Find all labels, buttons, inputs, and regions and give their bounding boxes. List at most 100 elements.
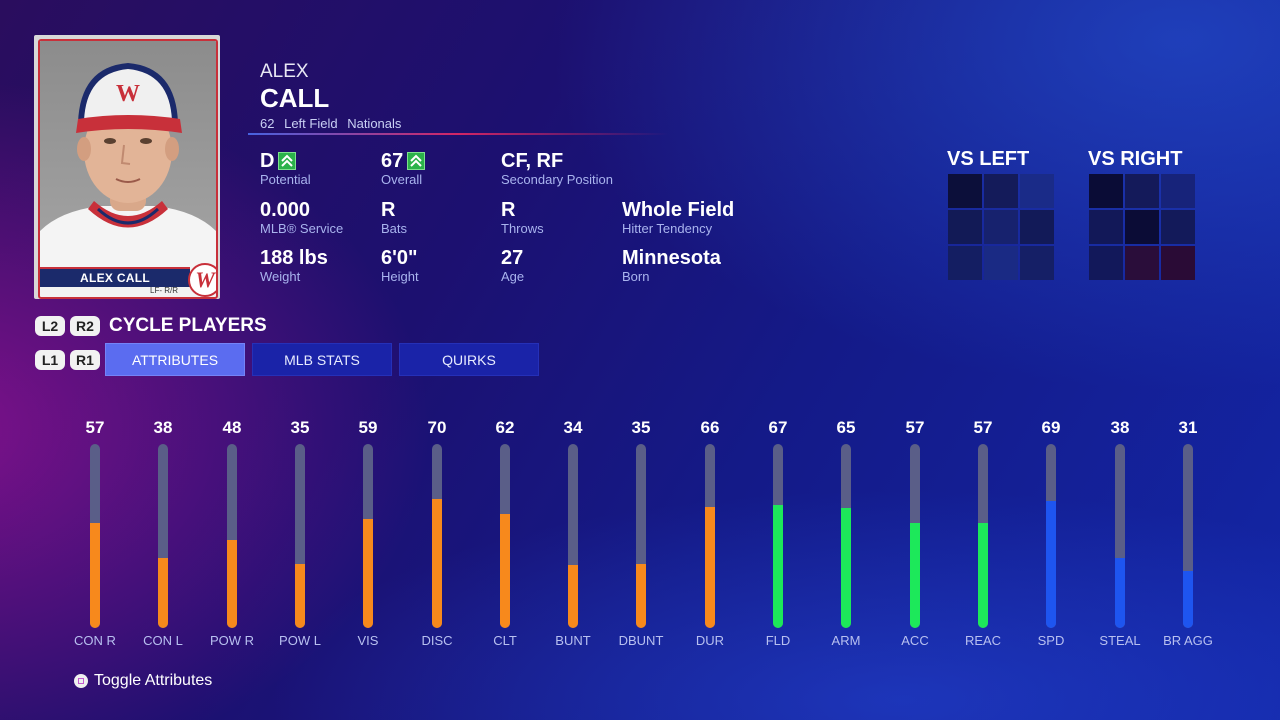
info-label: Weight <box>260 269 301 284</box>
attribute-track <box>705 444 715 628</box>
attribute-value: 35 <box>631 418 651 437</box>
attribute-value: 38 <box>153 418 173 437</box>
toggle-attributes-label: Toggle Attributes <box>94 672 213 689</box>
attribute-bar: 57 CON R <box>65 418 125 658</box>
info-value-text: 6'0" <box>381 247 418 269</box>
info-item: D Potential <box>260 150 311 187</box>
zone-cell <box>948 174 982 208</box>
l1-button[interactable]: L1 <box>35 350 65 370</box>
r2-button[interactable]: R2 <box>70 316 100 336</box>
info-value: 67 <box>381 150 426 172</box>
vs-left-title: VS LEFT <box>947 148 1030 170</box>
attribute-bar: 59 VIS <box>338 418 398 658</box>
attribute-bar: 48 POW R <box>202 418 262 658</box>
attribute-track <box>773 444 783 628</box>
zone-cell <box>1125 246 1159 280</box>
vs-right-title: VS RIGHT <box>1088 148 1183 170</box>
attribute-fill <box>1115 558 1125 628</box>
attribute-fill <box>978 523 988 628</box>
attribute-label: ACC <box>901 633 929 648</box>
attribute-label: CON R <box>74 633 116 648</box>
vs-right-zone-grid <box>1088 173 1196 281</box>
info-value-text: R <box>501 199 516 221</box>
attribute-value: 31 <box>1178 418 1198 437</box>
info-label: MLB® Service <box>260 221 344 236</box>
zone-cell <box>1020 174 1054 208</box>
player-portrait-image: W <box>40 63 216 269</box>
zone-cell <box>1089 210 1123 244</box>
attribute-track <box>1183 444 1193 628</box>
attribute-fill <box>705 507 715 628</box>
attribute-track <box>227 444 237 628</box>
zone-cell <box>1089 246 1123 280</box>
player-card: W ALEX CALL LF- R/R W <box>34 35 220 299</box>
zone-cell <box>984 174 1018 208</box>
square-button-icon <box>74 674 88 688</box>
attribute-bar: 35 DBUNT <box>611 418 671 658</box>
zone-cell <box>1125 210 1159 244</box>
info-value-text: 0.000 <box>260 199 311 221</box>
attribute-label: FLD <box>765 633 791 648</box>
player-card-frame: W ALEX CALL LF- R/R W <box>38 39 218 299</box>
info-value-text: 67 <box>381 150 404 172</box>
attribute-label: REAC <box>964 633 1002 648</box>
attribute-bar: 66 DUR <box>680 418 740 658</box>
attribute-label: SPD <box>1037 633 1065 648</box>
attribute-track <box>636 444 646 628</box>
info-value-text: 188 lbs <box>260 247 328 269</box>
info-item: R Bats <box>381 199 407 236</box>
attribute-fill <box>500 514 510 628</box>
zone-cell <box>1125 174 1159 208</box>
attribute-bar: 62 CLT <box>475 418 535 658</box>
attribute-value: 57 <box>905 418 925 437</box>
attribute-track <box>978 444 988 628</box>
info-item: 0.000 MLB® Service <box>260 199 343 236</box>
info-value: 0.000 <box>260 199 343 221</box>
attribute-label: VIS <box>357 633 379 648</box>
info-item: 6'0" Height <box>381 247 419 284</box>
attribute-fill <box>295 564 305 628</box>
header-divider <box>248 133 668 135</box>
attribute-bar: 57 REAC <box>953 418 1013 658</box>
tab-quirks[interactable]: QUIRKS <box>399 343 539 376</box>
player-team: Nationals <box>347 116 402 131</box>
attribute-value: 59 <box>358 418 378 437</box>
attribute-fill <box>158 558 168 628</box>
attribute-label: BUNT <box>555 633 591 648</box>
attribute-label: CON L <box>143 633 183 648</box>
attribute-bar: 67 FLD <box>748 418 808 658</box>
attribute-track <box>500 444 510 628</box>
attribute-fill <box>227 540 237 628</box>
info-label: Bats <box>381 221 408 236</box>
info-item: 67 Overall <box>381 150 426 187</box>
attribute-value: 69 <box>1041 418 1061 437</box>
info-value: CF, RF <box>501 150 613 172</box>
attribute-label: BR AGG <box>1163 633 1213 648</box>
attribute-label: DBUNT <box>618 633 664 648</box>
attribute-track <box>432 444 442 628</box>
attribute-value: 35 <box>290 418 310 437</box>
l2-button[interactable]: L2 <box>35 316 65 336</box>
attribute-value: 66 <box>700 418 720 437</box>
info-item: Minnesota Born <box>622 247 721 284</box>
zone-cell <box>1161 174 1195 208</box>
info-label: Height <box>381 269 419 284</box>
attribute-fill <box>568 565 578 628</box>
player-photo: W <box>40 41 216 269</box>
attribute-fill <box>363 519 373 628</box>
attribute-value: 57 <box>973 418 993 437</box>
attribute-fill <box>1046 501 1056 628</box>
up-arrow-icon <box>407 152 426 170</box>
tab-mlb-stats[interactable]: MLB STATS <box>252 343 392 376</box>
toggle-attributes-hint[interactable]: Toggle Attributes <box>74 672 212 690</box>
attribute-fill <box>773 505 783 628</box>
tab-attributes[interactable]: ATTRIBUTES <box>105 343 245 376</box>
info-item: Whole Field Hitter Tendency <box>622 199 734 236</box>
attribute-track <box>363 444 373 628</box>
zone-cell <box>984 246 1018 280</box>
zone-cell <box>948 246 982 280</box>
r1-button[interactable]: R1 <box>70 350 100 370</box>
info-label: Overall <box>381 172 423 187</box>
info-value: 188 lbs <box>260 247 328 269</box>
attribute-label: DUR <box>695 633 725 648</box>
